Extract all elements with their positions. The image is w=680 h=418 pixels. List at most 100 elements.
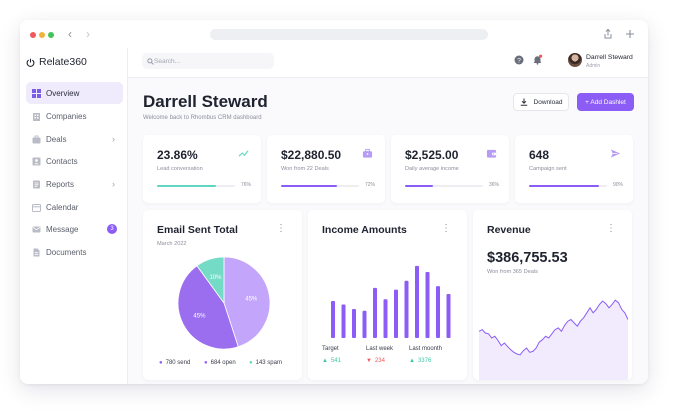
help-icon[interactable]: ? [514, 55, 524, 65]
pie-slice [177, 265, 239, 350]
sidebar-item-message[interactable]: Message 3 [26, 218, 123, 240]
arrow-up-icon: ▲ [409, 358, 415, 364]
sidebar-item-contacts[interactable]: Contacts [26, 150, 123, 172]
footer-label-last-week: Last week [366, 346, 394, 352]
grid-icon [31, 88, 41, 98]
svg-text:?: ? [517, 57, 521, 64]
sidebar-item-deals[interactable]: Deals › [26, 128, 123, 150]
maximize-dot[interactable] [48, 32, 54, 38]
revenue-card: Revenue ⋮ $386,755.53 Won from 365 Deals [473, 210, 632, 380]
sidebar-item-calendar[interactable]: Calendar [26, 196, 123, 218]
income-bar [404, 280, 409, 338]
email-pie-chart: 45% 45% 10% [177, 256, 271, 350]
message-count-badge: 3 [107, 224, 117, 234]
sidebar: Relate360 Overview Companies Deals › Con… [20, 48, 128, 384]
sidebar-item-label: Contacts [46, 156, 78, 166]
progress-bar [157, 185, 235, 187]
stat-label: Campaign sent [529, 166, 567, 172]
sidebar-item-overview[interactable]: Overview [26, 82, 123, 104]
sidebar-item-label: Overview [46, 88, 80, 98]
app-window: ‹ › Relate360 Overview Companies Deals ›… [20, 20, 648, 384]
card-title: Email Sent Total [157, 224, 238, 236]
income-bar [352, 308, 356, 338]
card-subtitle: March 2022 [157, 241, 187, 247]
pie-slice-label: 45% [245, 297, 258, 303]
more-options-icon[interactable]: ⋮ [606, 223, 616, 234]
forward-arrow-icon[interactable]: › [86, 27, 90, 41]
income-bar [425, 272, 430, 338]
search-input[interactable] [154, 57, 264, 65]
pie-slice [196, 256, 225, 305]
progress-percent: 72% [365, 182, 376, 188]
legend-spam: ● 143 spam [249, 360, 282, 366]
progress-percent: 36% [489, 182, 500, 188]
new-tab-icon[interactable] [624, 28, 636, 40]
add-dashlet-button[interactable]: + Add Dashlet [577, 93, 634, 111]
progress-bar [405, 185, 483, 187]
sidebar-item-label: Message [46, 224, 79, 234]
user-role: Admin [586, 63, 601, 69]
pie-slice-label: 45% [193, 314, 206, 320]
close-dot[interactable] [30, 32, 36, 38]
footer-value-target: ▲ 541 [322, 358, 341, 364]
sidebar-item-label: Reports [46, 179, 75, 189]
chevron-right-icon: › [112, 134, 115, 144]
card-title: Income Amounts [322, 224, 407, 236]
stat-value: $22,880.50 [281, 148, 342, 162]
progress-percent: 90% [613, 182, 624, 188]
search-box[interactable] [142, 53, 274, 69]
sidebar-item-label: Companies [46, 111, 87, 121]
stat-label: Daily average income [405, 166, 459, 172]
email-sent-card: Email Sent Total March 2022 ⋮ 45% 45% 10% … [143, 210, 302, 380]
search-icon [147, 57, 154, 65]
sidebar-item-companies[interactable]: Companies [26, 105, 123, 127]
progress-fill [157, 185, 217, 187]
footer-value-last-month: ▲ 3376 [409, 358, 431, 364]
minimize-dot[interactable] [39, 32, 45, 38]
sidebar-item-documents[interactable]: Documents [26, 241, 123, 263]
more-options-icon[interactable]: ⋮ [276, 223, 286, 234]
contact-card-icon [31, 156, 41, 166]
progress-percent: 76% [241, 182, 252, 188]
power-icon [26, 58, 35, 67]
more-options-icon[interactable]: ⋮ [441, 223, 451, 234]
income-bar [446, 294, 451, 338]
download-button[interactable]: Download [513, 93, 569, 111]
revenue-line [479, 299, 628, 356]
user-name[interactable]: Darrell Steward [586, 54, 633, 61]
card-title: Revenue [487, 224, 531, 236]
income-amounts-card: Income Amounts ⋮ Target Last week Last m… [308, 210, 467, 380]
brand-name: Relate360 [39, 56, 87, 68]
download-icon [520, 98, 527, 106]
url-bar[interactable] [210, 29, 488, 40]
legend-marker: ● [249, 360, 253, 366]
progress-fill [281, 185, 338, 187]
stat-card-lead-conversion: 23.86% Lead conversation 76% [143, 135, 261, 203]
brand-logo[interactable]: Relate360 [26, 56, 87, 68]
briefcase-icon [362, 148, 373, 158]
income-bar [331, 301, 335, 338]
income-bar [341, 304, 346, 338]
revenue-value: $386,755.53 [487, 250, 568, 266]
arrow-down-icon: ▼ [366, 358, 372, 364]
sidebar-item-reports[interactable]: Reports › [26, 173, 123, 195]
stat-value: 23.86% [157, 148, 198, 162]
progress-bar [281, 185, 359, 187]
legend-marker: ● [204, 360, 208, 366]
pie-slice [223, 256, 271, 348]
bell-icon[interactable] [532, 54, 543, 65]
stat-value: $2,525.00 [405, 148, 459, 162]
avatar[interactable] [568, 53, 582, 67]
stat-card-won-deals: $22,880.50 Won from 22 Deals 72% [267, 135, 385, 203]
share-icon[interactable] [602, 28, 614, 40]
progress-bar [529, 185, 607, 187]
income-bar [362, 310, 367, 338]
income-bar [383, 299, 388, 338]
legend-open: ● 684 open [204, 360, 236, 366]
pie-slice-label: 10% [209, 275, 222, 281]
income-bar [436, 286, 440, 338]
footer-label-last-month: Last moonth [409, 346, 443, 352]
mail-icon [31, 224, 41, 234]
back-arrow-icon[interactable]: ‹ [68, 27, 72, 41]
progress-fill [405, 185, 434, 187]
